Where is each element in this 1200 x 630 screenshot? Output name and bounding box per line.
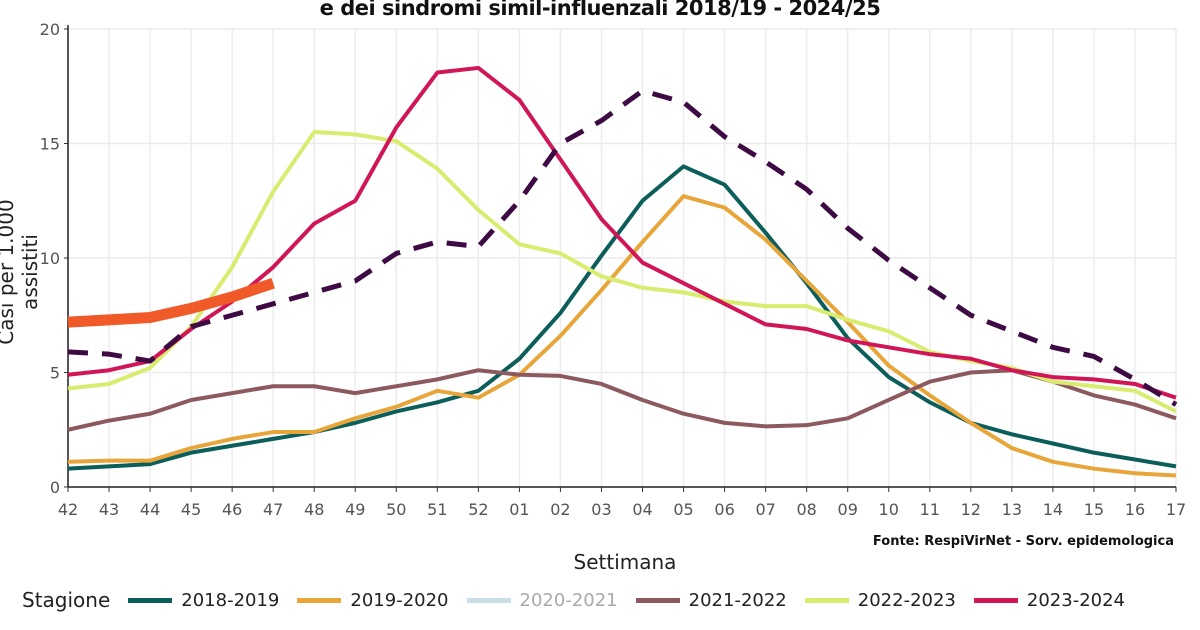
x-tick-label: 45 (181, 500, 201, 519)
x-tick-label: 12 (961, 500, 981, 519)
x-tick-label: 46 (222, 500, 242, 519)
x-tick-label: 52 (468, 500, 488, 519)
legend-label: 2020-2021 (519, 589, 618, 611)
x-tick-label: 07 (755, 500, 775, 519)
series-line-2021-2022 (67, 368, 1177, 432)
legend-label: 2023-2024 (1026, 589, 1126, 611)
x-tick-label: 05 (673, 500, 693, 519)
x-tick-label: 50 (386, 500, 406, 519)
x-tick-label: 17 (1166, 500, 1186, 519)
series-line-2018-2019 (67, 164, 1177, 471)
legend-item-2019-2020[interactable]: 2019-2020 (297, 589, 449, 611)
legend-label: 2019-2020 (350, 589, 449, 611)
legend: Stagione 2018-2019 2019-2020 2020-2021 2021… (22, 588, 1143, 612)
legend-item-2018-2019[interactable]: 2018-2019 (128, 590, 279, 611)
source-note: Fonte: RespiVirNet - Sorv. epidemologica (872, 534, 1174, 549)
x-tick-label: 44 (140, 500, 160, 519)
legend-item-2023-2024[interactable]: 2023-2024 (973, 589, 1126, 611)
x-tick-label: 01 (509, 500, 529, 519)
x-tick-label: 13 (1002, 500, 1022, 519)
x-tick-label: 04 (632, 500, 652, 519)
x-tick-label: 14 (1043, 500, 1063, 519)
x-tick-label: 15 (1084, 500, 1104, 519)
y-axis-label: Casi per 1.000 assistiti (0, 199, 42, 345)
x-tick-label: 47 (263, 500, 283, 519)
legend-item-2022-2023[interactable]: 2022-2023 (804, 589, 956, 611)
x-tick-label: 06 (714, 500, 734, 519)
x-tick-label: 09 (838, 500, 858, 519)
legend-item-2020-2021[interactable]: 2020-2021 (466, 589, 618, 611)
legend-title: Stagione (22, 588, 111, 612)
legend-label: 2021-2022 (688, 589, 787, 611)
series-line-dashed (67, 88, 1178, 407)
legend-swatch (466, 597, 511, 603)
x-tick-label: 16 (1125, 500, 1145, 519)
legend-swatch (973, 597, 1018, 603)
x-tick-label: 02 (550, 500, 570, 519)
series-line-current (67, 277, 275, 328)
x-tick-label: 42 (58, 500, 78, 519)
series-line-2019-2020 (67, 194, 1177, 478)
series-line-2023-2024 (67, 65, 1177, 400)
y-tick-label: 0 (50, 478, 60, 497)
y-tick-label: 15 (40, 135, 60, 154)
x-tick-label: 49 (345, 500, 365, 519)
x-tick-label: 08 (796, 500, 816, 519)
legend-label: 2022-2023 (857, 589, 956, 611)
x-tick-label: 03 (591, 500, 611, 519)
x-tick-label: 48 (304, 500, 324, 519)
legend-swatch (128, 597, 173, 603)
x-tick-label: 11 (920, 500, 940, 519)
x-tick-label: 51 (427, 500, 447, 519)
x-tick-label: 43 (99, 500, 119, 519)
y-tick-label: 5 (50, 364, 60, 383)
legend-swatch (635, 597, 680, 603)
legend-swatch (804, 597, 849, 603)
y-tick-label: 20 (40, 20, 60, 39)
legend-swatch (297, 597, 342, 603)
chart-title: e dei sindromi simil-influenzali 2018/19… (319, 0, 881, 20)
x-tick-label: 10 (879, 500, 899, 519)
legend-item-2021-2022[interactable]: 2021-2022 (635, 589, 787, 611)
y-tick-label: 10 (40, 249, 60, 268)
legend-label: 2018-2019 (181, 589, 280, 611)
x-axis-label: Settimana (573, 550, 677, 574)
